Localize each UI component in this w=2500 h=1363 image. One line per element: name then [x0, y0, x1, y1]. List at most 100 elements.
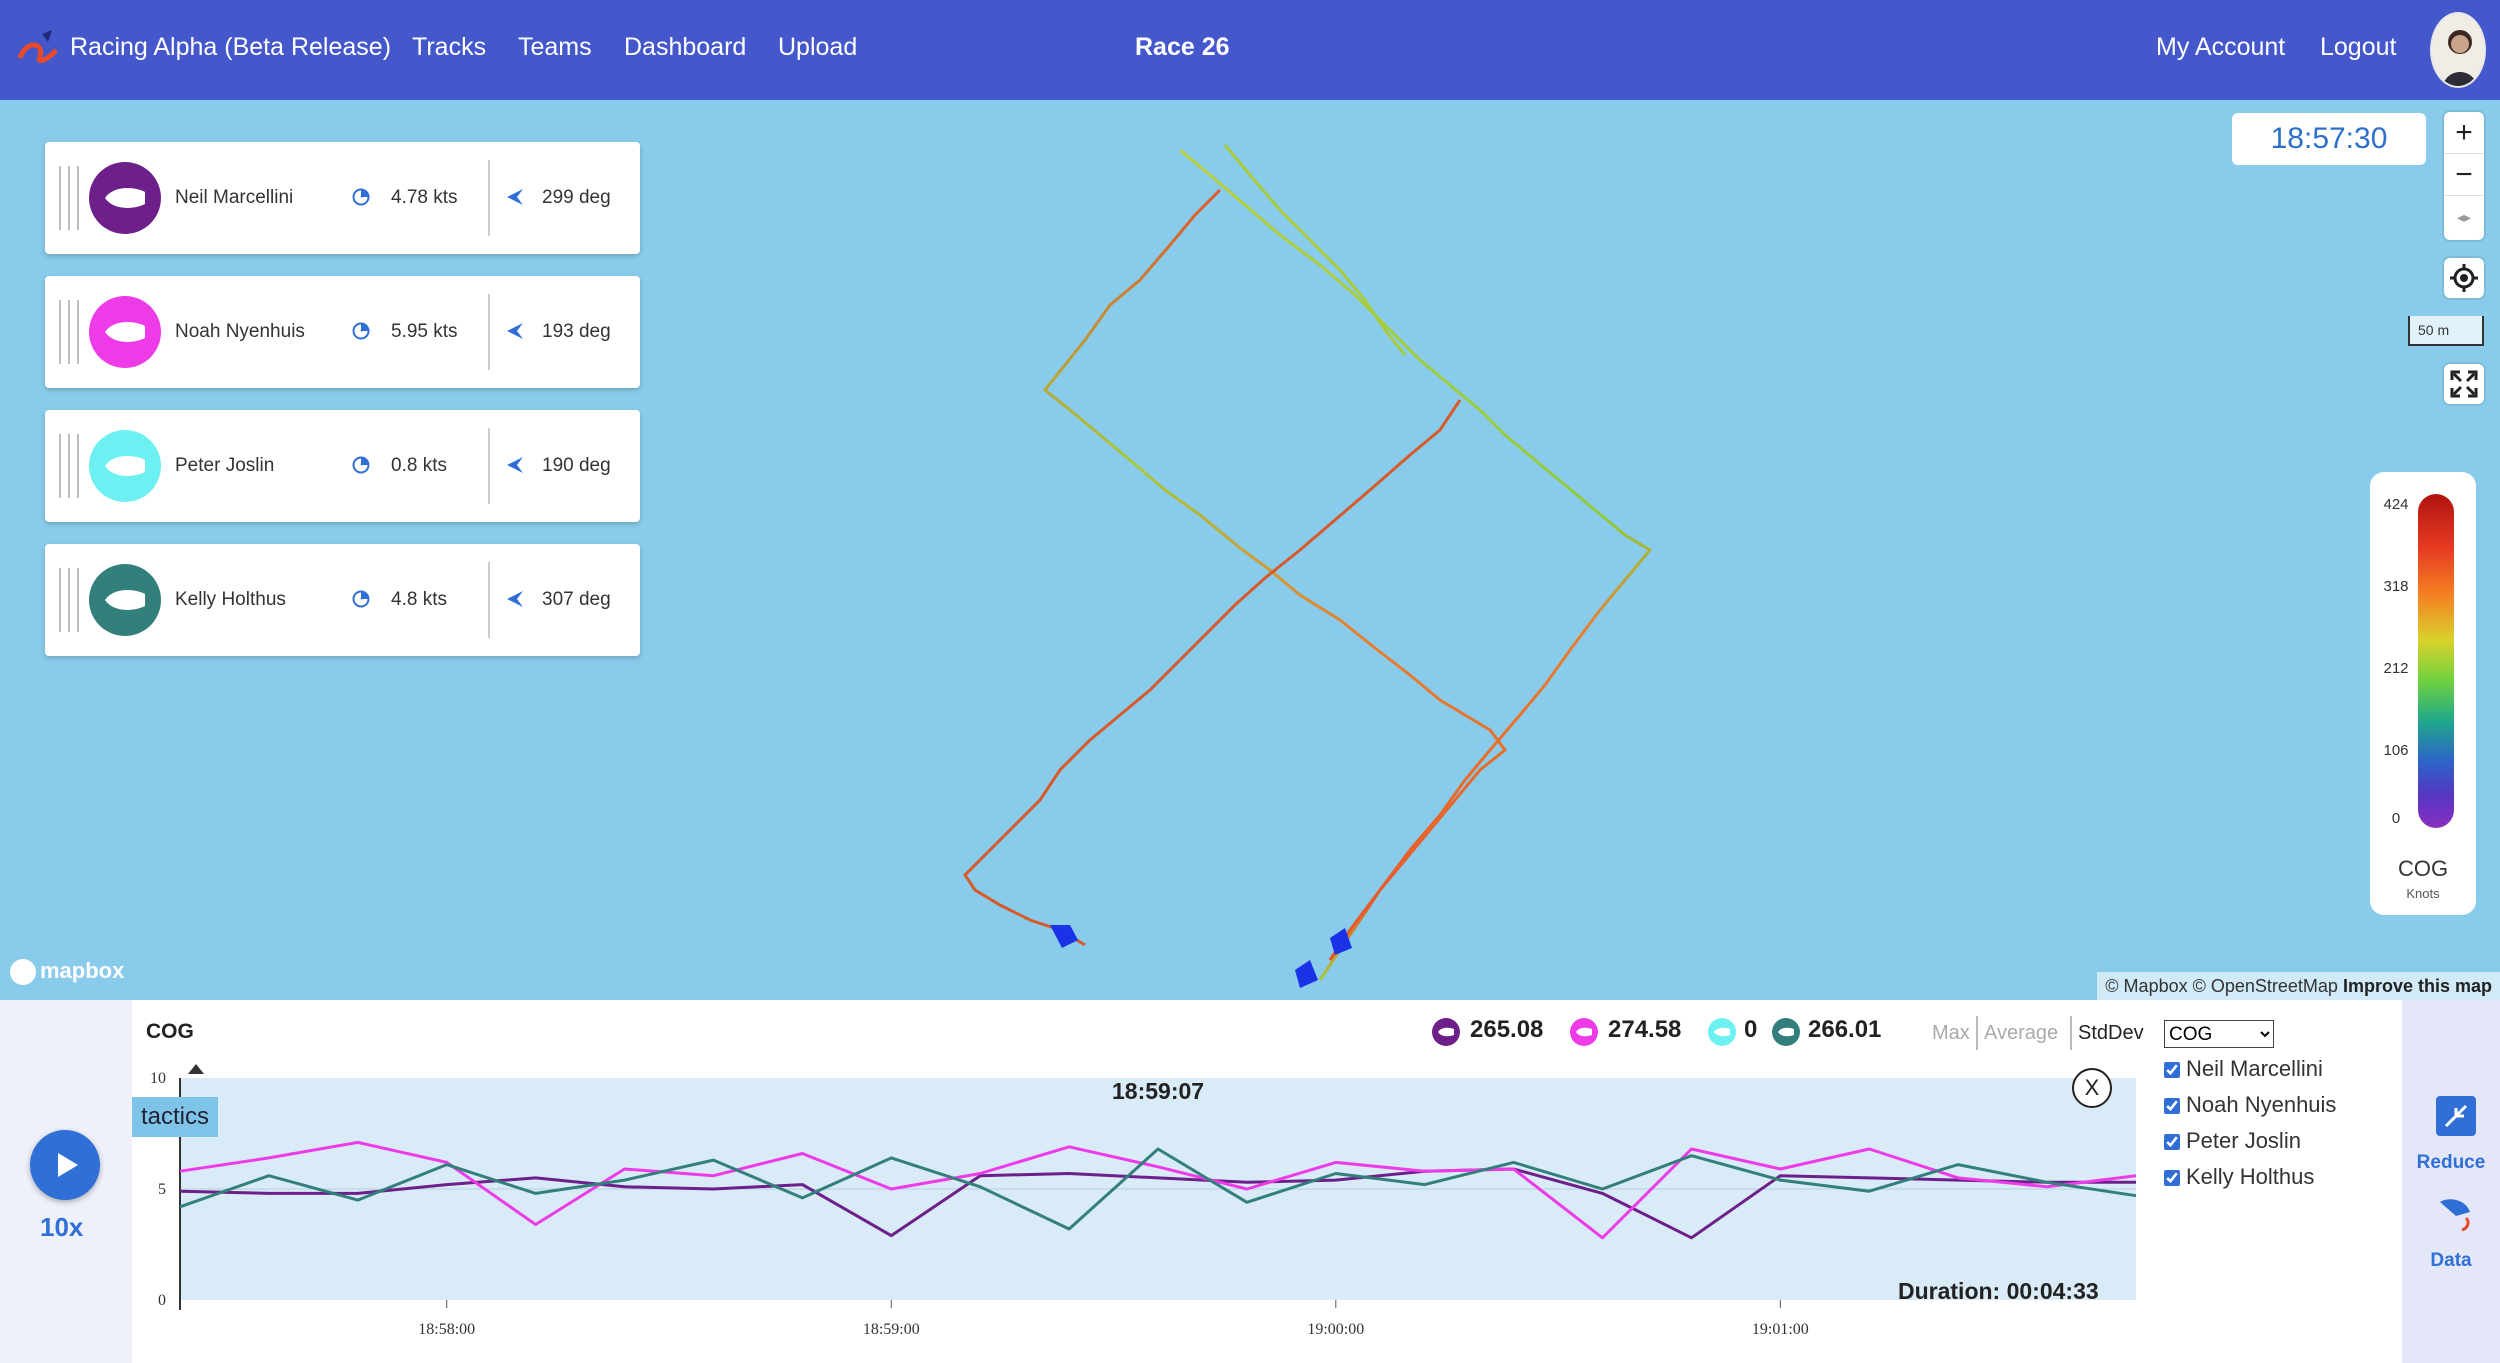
series-label: Peter Joslin	[2186, 1128, 2301, 1153]
sailor-card[interactable]: Kelly Holthus 4.8 kts 307 deg	[45, 544, 640, 656]
avatar[interactable]	[2430, 12, 2486, 88]
sailor-heading: 190 deg	[542, 455, 611, 476]
sailor-card[interactable]: Neil Marcellini 4.78 kts 299 deg	[45, 142, 640, 254]
sailor-name: Neil Marcellini	[175, 187, 294, 208]
mapbox-logo[interactable]: mapbox	[10, 958, 125, 986]
series-checkbox[interactable]	[2164, 1170, 2180, 1187]
legend-tick: 106	[2383, 742, 2409, 759]
chart-cursor-time: 18:59:07	[1112, 1078, 1205, 1104]
logout-link[interactable]: Logout	[2320, 33, 2397, 61]
close-chart-button[interactable]: X	[2072, 1068, 2112, 1108]
improve-map-link[interactable]: Improve this map	[2342, 976, 2492, 996]
side-actions: Reduce Data	[2402, 1000, 2500, 1363]
cog-line-chart[interactable]: 10 5 0 18:58:00 18:59:00 19:00:00 19:01:00	[132, 1060, 2152, 1363]
play-icon	[58, 1153, 78, 1177]
mode-max[interactable]: Max	[1932, 1022, 1970, 1044]
boat-stat-icon	[1772, 1018, 1800, 1046]
sailor-heading: 193 deg	[542, 321, 611, 342]
zoom-in-button[interactable]: +	[2444, 112, 2484, 154]
mode-separator	[1976, 1016, 1978, 1050]
series-label: Kelly Holthus	[2186, 1164, 2315, 1189]
track-path-center	[963, 399, 1462, 947]
x-tick-label: 19:00:00	[1307, 1321, 1364, 1338]
y-tick-label: 10	[150, 1070, 166, 1087]
nav-link-dashboard[interactable]: Dashboard	[624, 33, 747, 61]
playback-speed[interactable]: 10x	[40, 1212, 84, 1242]
drag-handle[interactable]	[59, 166, 81, 230]
series-toggle[interactable]: Kelly Holthus	[2164, 1164, 2314, 1190]
sailor-speed: 5.95 kts	[391, 321, 458, 342]
sailor-speed: 4.8 kts	[391, 589, 447, 610]
drag-handle[interactable]	[59, 434, 81, 498]
zoom-out-button[interactable]: −	[2444, 154, 2484, 196]
heading-arrow-icon	[507, 323, 523, 339]
boat-avatar-icon	[89, 162, 161, 234]
boat-stat-icon	[1432, 1018, 1460, 1046]
sailor-heading: 299 deg	[542, 187, 611, 208]
crosshair-icon	[2450, 264, 2478, 292]
series-toggle[interactable]: Noah Nyenhuis	[2164, 1092, 2336, 1118]
sailor-name: Noah Nyenhuis	[175, 321, 305, 342]
data-icon[interactable]	[2436, 1192, 2476, 1232]
series-line-kelly-holthus	[179, 1147, 2137, 1231]
y-tick-label: 0	[158, 1292, 166, 1309]
drag-handle[interactable]	[59, 568, 81, 632]
stat-value: 265.08	[1470, 1016, 1544, 1043]
race-title: Race 26	[1135, 33, 1230, 61]
nav-link-upload[interactable]: Upload	[778, 33, 858, 61]
chart-title: COG	[146, 1020, 194, 1043]
boat-marker-kelly	[1295, 960, 1318, 988]
mode-stddev[interactable]: StdDev	[2078, 1022, 2144, 1044]
heading-arrow-icon	[507, 591, 523, 607]
mode-average[interactable]: Average	[1984, 1022, 2059, 1044]
legend-tick: 424	[2383, 496, 2409, 513]
series-label: Noah Nyenhuis	[2186, 1092, 2337, 1117]
geolocate-button[interactable]	[2444, 258, 2484, 298]
tactics-tag[interactable]: tactics	[132, 1097, 218, 1137]
series-toggle[interactable]: Peter Joslin	[2164, 1128, 2301, 1154]
attribution-text[interactable]: © Mapbox © OpenStreetMap	[2105, 976, 2338, 996]
fullscreen-button[interactable]	[2444, 364, 2484, 404]
series-label: Neil Marcellini	[2186, 1056, 2323, 1081]
series-checkbox[interactable]	[2164, 1062, 2180, 1079]
mapbox-logo-text: mapbox	[40, 958, 125, 983]
metric-select[interactable]: COG	[2164, 1020, 2274, 1048]
zoom-control: + − ◂▸	[2444, 112, 2484, 240]
brand-logo[interactable]	[16, 28, 60, 72]
x-tick-label: 18:58:00	[418, 1321, 475, 1338]
sailor-speed: 0.8 kts	[391, 455, 447, 476]
boat-avatar-icon	[89, 564, 161, 636]
nav-link-teams[interactable]: Teams	[518, 33, 592, 61]
my-account-link[interactable]: My Account	[2156, 33, 2286, 61]
track-layer	[963, 144, 1653, 988]
legend-unit: Knots	[2406, 886, 2440, 901]
nav-link-tracks[interactable]: Tracks	[412, 33, 487, 61]
race-map[interactable]: Neil Marcellini 4.78 kts 299 deg Noah Ny…	[0, 100, 2500, 1000]
color-legend: 424 318 212 106 0 COG Knots	[2370, 472, 2476, 915]
heading-arrow-icon	[507, 457, 523, 473]
play-button[interactable]	[30, 1130, 100, 1200]
time-marker-icon	[188, 1064, 204, 1074]
legend-title: COG	[2397, 856, 2449, 881]
reduce-icon[interactable]	[2436, 1096, 2476, 1136]
race-duration: Duration: 00:04:33	[1898, 1278, 2099, 1304]
card-divider	[488, 562, 490, 638]
track-path-upper	[1223, 144, 1407, 356]
card-divider	[488, 160, 490, 236]
brand-name[interactable]: Racing Alpha (Beta Release)	[70, 33, 392, 61]
track-path-left	[1042, 188, 1508, 981]
data-button[interactable]: Data	[2430, 1250, 2472, 1271]
reduce-button[interactable]: Reduce	[2416, 1152, 2486, 1173]
drag-handle[interactable]	[59, 300, 81, 364]
bottom-panel: 10x COG 265.08 274.58 0 266.01 Max Avera…	[0, 1000, 2500, 1363]
sailor-heading: 307 deg	[542, 589, 611, 610]
mapbox-logo-icon	[10, 959, 36, 986]
series-checkbox[interactable]	[2164, 1134, 2180, 1151]
compass-button[interactable]: ◂▸	[2456, 209, 2472, 225]
series-toggle[interactable]: Neil Marcellini	[2164, 1056, 2323, 1082]
sailor-name: Peter Joslin	[175, 455, 275, 476]
sailor-card[interactable]: Noah Nyenhuis 5.95 kts 193 deg	[45, 276, 640, 388]
speedometer-icon	[352, 322, 370, 340]
sailor-card[interactable]: Peter Joslin 0.8 kts 190 deg	[45, 410, 640, 522]
series-checkbox[interactable]	[2164, 1098, 2180, 1115]
